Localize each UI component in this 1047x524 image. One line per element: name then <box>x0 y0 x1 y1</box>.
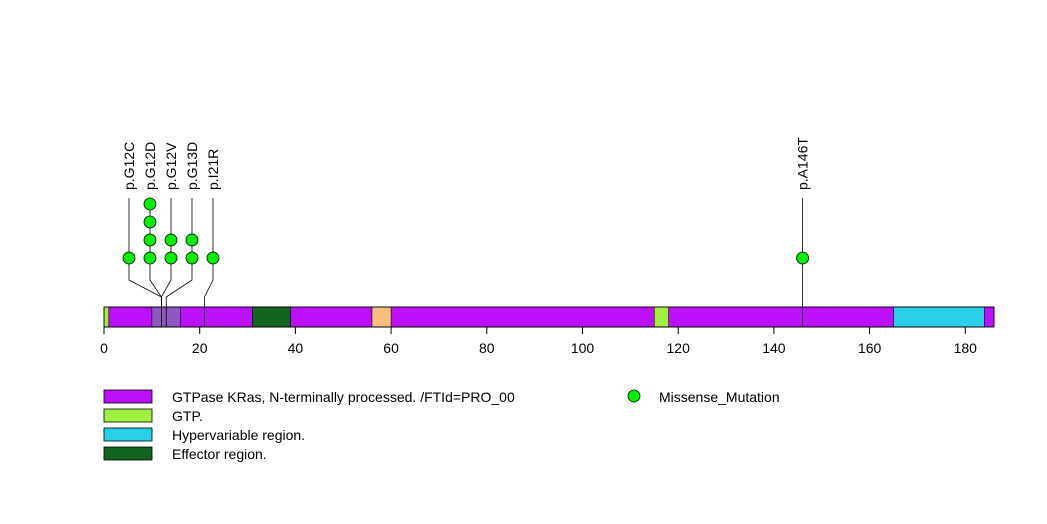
x-tick-label-180: 180 <box>954 340 978 356</box>
dot-p-g12d-2 <box>143 233 157 247</box>
legend-label-gtp: GTP. <box>172 408 203 424</box>
legend-swatch-effector-region <box>103 446 153 461</box>
region-hypervariable-region-6 <box>893 306 985 328</box>
dot-p-g13d-2 <box>185 233 199 247</box>
mutation-label-p-g12v: p.G12V <box>163 142 179 190</box>
mutation-labels: p.G12C p.G12D p.G12V p.G13D p.I21R p.A146T <box>121 137 811 190</box>
mutation-label-p-g12c: p.G12C <box>121 142 137 190</box>
legend-swatch-hypervariable-region <box>103 427 153 442</box>
x-tick-label-60: 60 <box>383 340 399 356</box>
mutation-label-p-a146t: p.A146T <box>795 137 811 190</box>
legend-swatch-gtp <box>103 408 153 423</box>
legend-dot-missense-mutation <box>627 389 641 403</box>
legend-label-effector-region: Effector region. <box>172 446 267 462</box>
x-tick-label-40: 40 <box>288 340 304 356</box>
x-tick-label-160: 160 <box>858 340 882 356</box>
mutation-label-p-g13d: p.G13D <box>184 142 200 190</box>
x-tick-label-0: 0 <box>100 340 108 356</box>
x-tick-label-140: 140 <box>762 340 786 356</box>
region-gtpase-kras-n-terminally-processed-ftid-pro-00-0 <box>108 306 995 328</box>
legend-swatch-gtpase-kras-n-terminally-processed-ftid-pro-00 <box>103 389 153 404</box>
legend-label-gtpase-kras-n-terminally-processed-ftid-pro-00: GTPase KRas, N-terminally processed. /FT… <box>172 389 515 405</box>
legend-label-missense-mutation: Missense_Mutation <box>659 389 780 405</box>
dot-p-a146t-1 <box>796 251 810 265</box>
mutation-dots <box>122 197 810 265</box>
mutation-label-p-i21r: p.I21R <box>205 149 221 190</box>
mutation-label-p-g12d: p.G12D <box>142 142 158 190</box>
legend: GTPase KRas, N-terminally processed. /FT… <box>103 389 780 462</box>
dot-p-g12d-3 <box>143 215 157 229</box>
stem-p-i21r <box>204 198 214 327</box>
dot-p-i21r-1 <box>206 251 220 265</box>
region-effector-region-3 <box>252 306 291 328</box>
x-tick-label-20: 20 <box>192 340 208 356</box>
region-gtp-1 <box>103 306 110 328</box>
x-tick-label-100: 100 <box>571 340 595 356</box>
region-gtp-5 <box>653 306 669 328</box>
dot-p-g12v-2 <box>164 233 178 247</box>
x-tick-label-120: 120 <box>667 340 691 356</box>
region-unlabeled-4 <box>371 306 392 328</box>
x-tick-label-80: 80 <box>479 340 495 356</box>
dot-p-g12v-1 <box>164 251 178 265</box>
dot-p-g12d-1 <box>143 251 157 265</box>
protein-domain-layer <box>103 306 995 328</box>
dot-p-g13d-1 <box>185 251 199 265</box>
dot-p-g12d-4 <box>143 197 157 211</box>
x-axis: 0 20 40 60 80 100 120 140 160 180 <box>100 326 978 356</box>
legend-label-hypervariable-region: Hypervariable region. <box>172 427 305 443</box>
dot-p-g12c-1 <box>122 251 136 265</box>
